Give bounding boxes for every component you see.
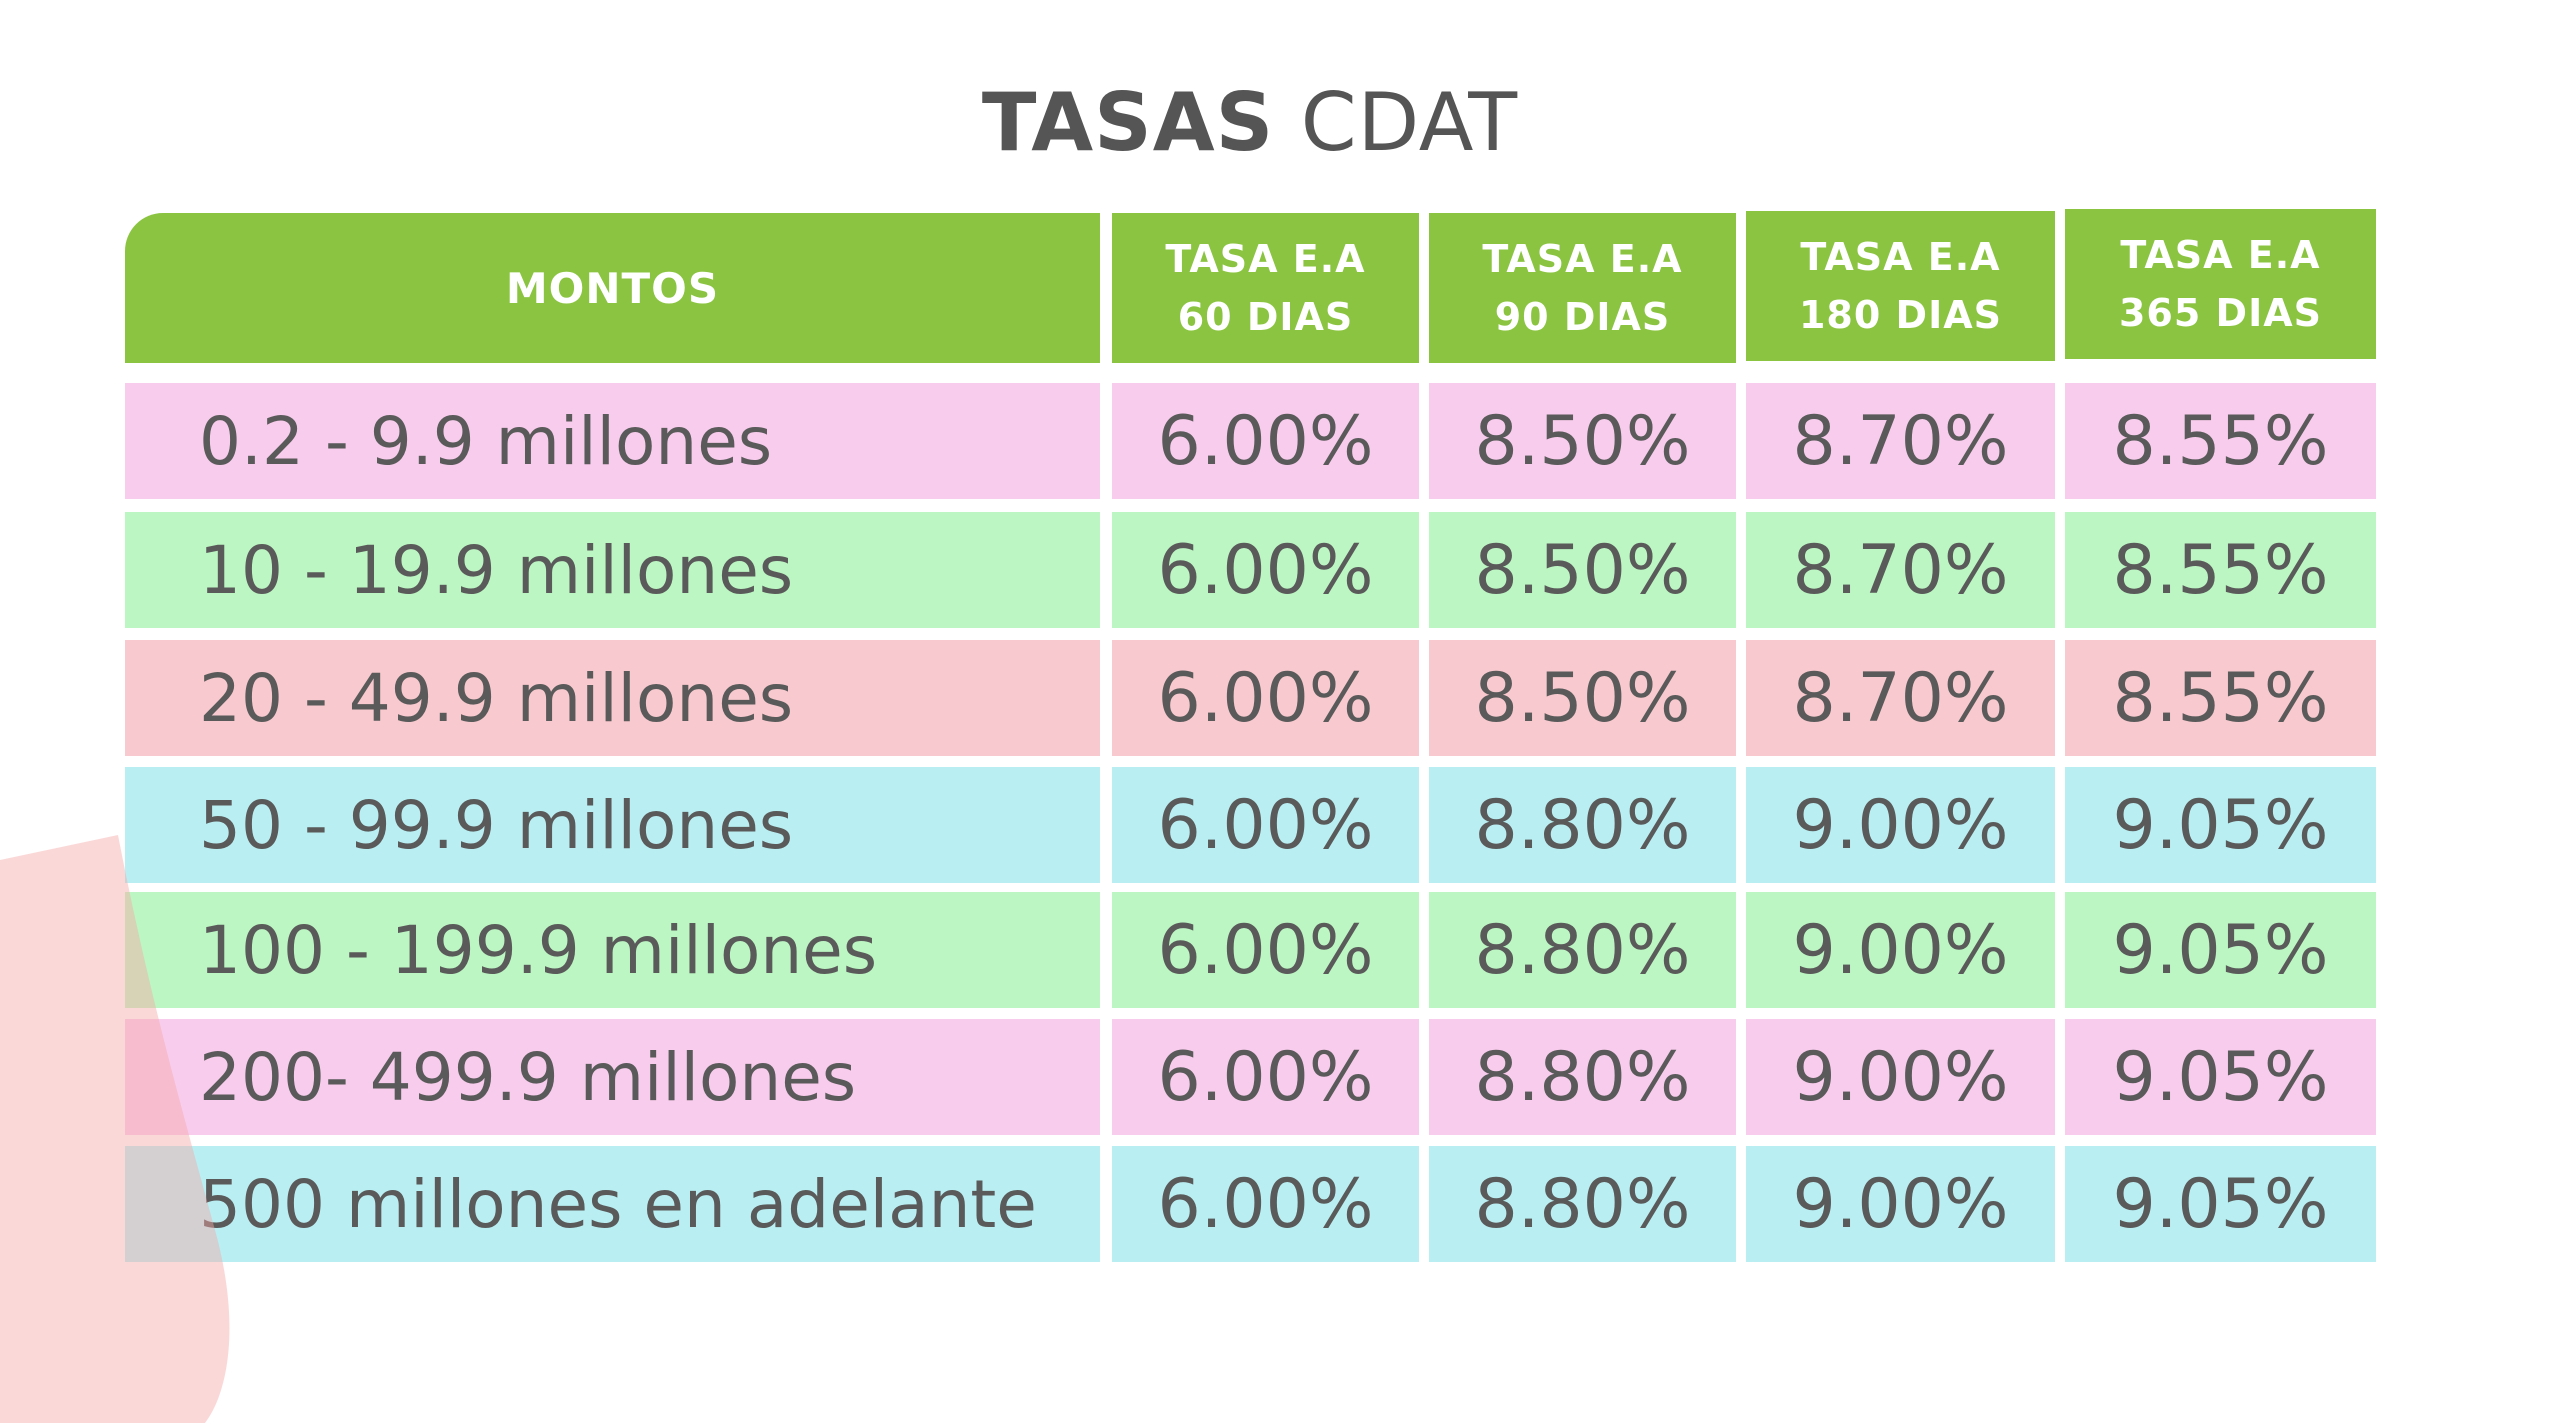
header-90-line2: 90 DIAS — [1494, 295, 1671, 339]
row-5-rate-90-cell: 8.80% — [1429, 892, 1736, 1008]
row-6-rate-90-cell: 8.80% — [1429, 1019, 1736, 1135]
row-6-rate-90-text: 8.80% — [1474, 1037, 1691, 1117]
row-7-rate-365-text: 9.05% — [2112, 1164, 2329, 1244]
header-60-line2: 60 DIAS — [1177, 295, 1354, 339]
row-6-monto-cell: 200- 499.9 millones — [125, 1019, 1100, 1135]
row-2-rate-180-cell: 8.70% — [1746, 512, 2055, 628]
header-180-line2: 180 DIAS — [1798, 293, 2002, 337]
row-4-rate-365-text: 9.05% — [2112, 785, 2329, 865]
row-3-monto-text: 20 - 49.9 millones — [199, 659, 794, 737]
row-3-rate-60-text: 6.00% — [1157, 658, 1374, 738]
header-90-dias: TASA E.A 90 DIAS — [1429, 213, 1736, 363]
row-6-rate-180-cell: 9.00% — [1746, 1019, 2055, 1135]
row-7-rate-60-text: 6.00% — [1157, 1164, 1374, 1244]
header-60-line1: TASA E.A — [1165, 237, 1366, 281]
row-1-rate-60-text: 6.00% — [1157, 401, 1374, 481]
row-6-rate-60-cell: 6.00% — [1112, 1019, 1419, 1135]
row-3-rate-365-text: 8.55% — [2112, 658, 2329, 738]
header-montos: MONTOS — [125, 213, 1100, 363]
row-7-rate-90-text: 8.80% — [1474, 1164, 1691, 1244]
row-4-rate-90-cell: 8.80% — [1429, 767, 1736, 883]
row-6-rate-365-text: 9.05% — [2112, 1037, 2329, 1117]
row-4-rate-90-text: 8.80% — [1474, 785, 1691, 865]
row-7-monto-text: 500 millones en adelante — [199, 1165, 1037, 1243]
header-180-dias: TASA E.A 180 DIAS — [1746, 211, 2055, 361]
row-4-monto-text: 50 - 99.9 millones — [199, 786, 794, 864]
row-3-rate-90-cell: 8.50% — [1429, 640, 1736, 756]
row-7-rate-60-cell: 6.00% — [1112, 1146, 1419, 1262]
header-90-line1: TASA E.A — [1482, 237, 1683, 281]
row-2-rate-365-text: 8.55% — [2112, 530, 2329, 610]
row-4-rate-365-cell: 9.05% — [2065, 767, 2376, 883]
row-2-rate-90-cell: 8.50% — [1429, 512, 1736, 628]
row-1-rate-60-cell: 6.00% — [1112, 383, 1419, 499]
header-60-dias: TASA E.A 60 DIAS — [1112, 213, 1419, 363]
row-1-rate-365-cell: 8.55% — [2065, 383, 2376, 499]
row-1-rate-90-cell: 8.50% — [1429, 383, 1736, 499]
row-1-rate-180-text: 8.70% — [1792, 401, 2009, 481]
row-4-monto-cell: 50 - 99.9 millones — [125, 767, 1100, 883]
row-5-rate-90-text: 8.80% — [1474, 910, 1691, 990]
row-2-monto-text: 10 - 19.9 millones — [199, 531, 794, 609]
page-title: TASAS CDAT — [0, 78, 2500, 168]
row-7-rate-365-cell: 9.05% — [2065, 1146, 2376, 1262]
row-7-rate-180-text: 9.00% — [1792, 1164, 2009, 1244]
row-1-monto-cell: 0.2 - 9.9 millones — [125, 383, 1100, 499]
row-5-rate-365-cell: 9.05% — [2065, 892, 2376, 1008]
row-2-monto-cell: 10 - 19.9 millones — [125, 512, 1100, 628]
row-7-rate-90-cell: 8.80% — [1429, 1146, 1736, 1262]
title-bold: TASAS — [981, 76, 1275, 169]
row-7-monto-cell: 500 millones en adelante — [125, 1146, 1100, 1262]
row-1-rate-180-cell: 8.70% — [1746, 383, 2055, 499]
row-5-monto-cell: 100 - 199.9 millones — [125, 892, 1100, 1008]
row-6-rate-365-cell: 9.05% — [2065, 1019, 2376, 1135]
row-5-rate-180-cell: 9.00% — [1746, 892, 2055, 1008]
row-1-monto-text: 0.2 - 9.9 millones — [199, 402, 773, 480]
row-4-rate-60-cell: 6.00% — [1112, 767, 1419, 883]
row-5-rate-60-cell: 6.00% — [1112, 892, 1419, 1008]
row-3-monto-cell: 20 - 49.9 millones — [125, 640, 1100, 756]
header-365-line2: 365 DIAS — [2118, 291, 2322, 335]
row-5-rate-60-text: 6.00% — [1157, 910, 1374, 990]
row-6-rate-60-text: 6.00% — [1157, 1037, 1374, 1117]
header-180-line1: TASA E.A — [1800, 235, 2001, 279]
row-2-rate-365-cell: 8.55% — [2065, 512, 2376, 628]
row-1-rate-90-text: 8.50% — [1474, 401, 1691, 481]
row-6-monto-text: 200- 499.9 millones — [199, 1038, 857, 1116]
header-365-line1: TASA E.A — [2120, 233, 2321, 277]
row-3-rate-90-text: 8.50% — [1474, 658, 1691, 738]
row-1-rate-365-text: 8.55% — [2112, 401, 2329, 481]
row-3-rate-365-cell: 8.55% — [2065, 640, 2376, 756]
row-3-rate-180-text: 8.70% — [1792, 658, 2009, 738]
row-7-rate-180-cell: 9.00% — [1746, 1146, 2055, 1262]
header-365-dias: TASA E.A 365 DIAS — [2065, 209, 2376, 359]
row-2-rate-90-text: 8.50% — [1474, 530, 1691, 610]
row-3-rate-60-cell: 6.00% — [1112, 640, 1419, 756]
row-2-rate-180-text: 8.70% — [1792, 530, 2009, 610]
row-3-rate-180-cell: 8.70% — [1746, 640, 2055, 756]
row-4-rate-60-text: 6.00% — [1157, 785, 1374, 865]
header-montos-label: MONTOS — [505, 263, 720, 313]
row-5-rate-180-text: 9.00% — [1792, 910, 2009, 990]
row-6-rate-180-text: 9.00% — [1792, 1037, 2009, 1117]
row-4-rate-180-text: 9.00% — [1792, 785, 2009, 865]
row-2-rate-60-text: 6.00% — [1157, 530, 1374, 610]
row-5-rate-365-text: 9.05% — [2112, 910, 2329, 990]
row-5-monto-text: 100 - 199.9 millones — [199, 911, 878, 989]
title-light: CDAT — [1300, 76, 1519, 169]
row-2-rate-60-cell: 6.00% — [1112, 512, 1419, 628]
row-4-rate-180-cell: 9.00% — [1746, 767, 2055, 883]
